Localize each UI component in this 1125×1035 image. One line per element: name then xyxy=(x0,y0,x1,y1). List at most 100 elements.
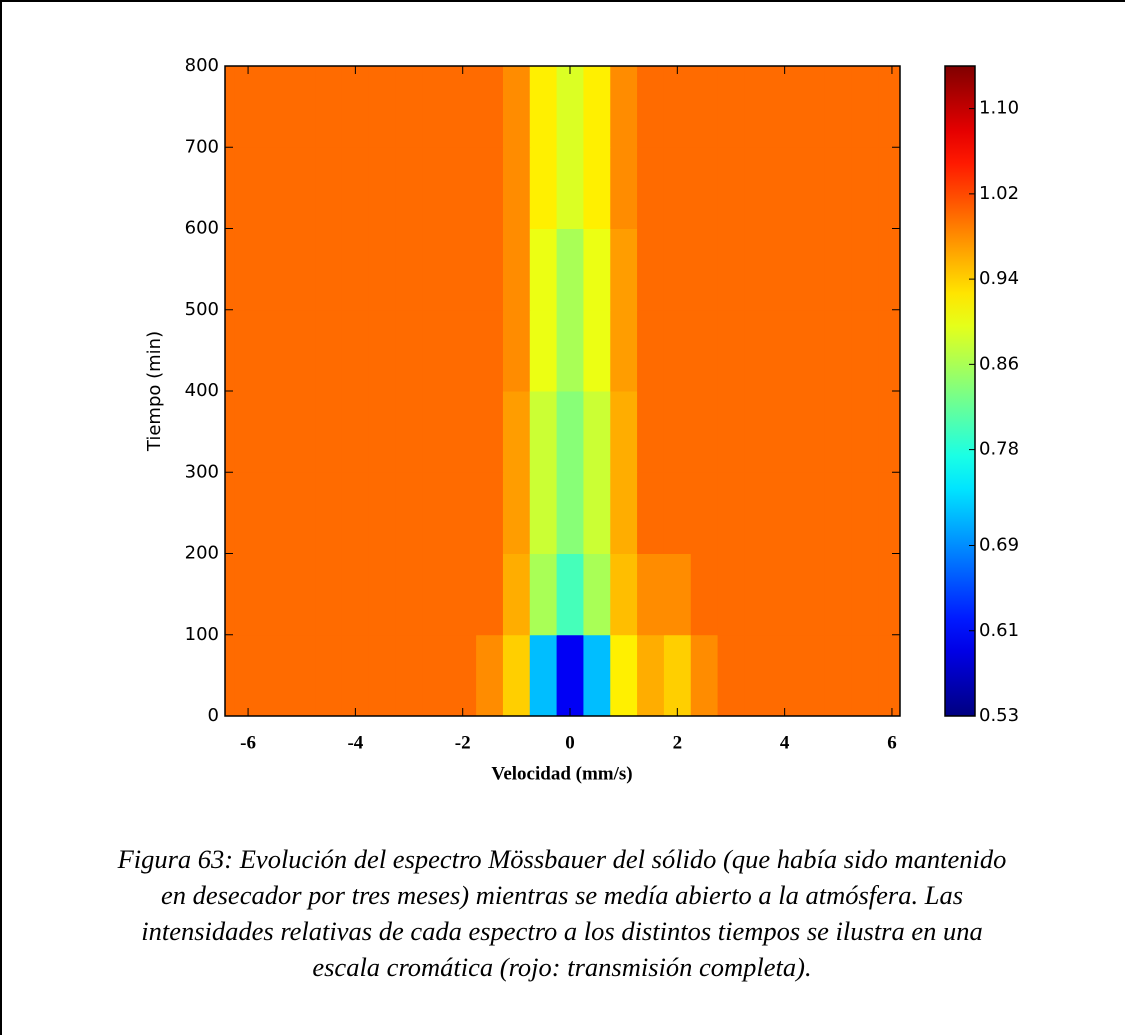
heat-cell xyxy=(663,634,692,716)
heat-cell xyxy=(905,635,932,717)
heat-cell xyxy=(878,147,900,229)
heat-cell xyxy=(637,391,665,473)
heat-cell xyxy=(663,553,692,636)
heat-cell xyxy=(663,66,692,148)
y-tick-label: 200 xyxy=(185,543,219,564)
heat-cell xyxy=(261,309,289,392)
heat-cell xyxy=(663,147,692,229)
heat-cell xyxy=(851,147,880,229)
heat-cell xyxy=(449,147,477,229)
heat-cell xyxy=(502,66,531,148)
heat-cell xyxy=(717,147,745,229)
heat-cell xyxy=(690,309,719,392)
heat-cell xyxy=(637,309,665,392)
heat-cell xyxy=(368,391,397,473)
heat-cell xyxy=(395,472,423,554)
heat-cell xyxy=(610,391,638,473)
heat-cell xyxy=(449,553,477,636)
heat-cell xyxy=(422,147,450,229)
heat-cell xyxy=(341,553,370,636)
heat-cell xyxy=(744,553,772,636)
heat-cell xyxy=(771,309,799,392)
heat-cell xyxy=(798,309,826,392)
heat-cell xyxy=(851,309,880,392)
heat-cell xyxy=(368,147,397,229)
x-axis-label: Velocidad (mm/s) xyxy=(491,763,632,784)
heat-cell xyxy=(315,634,343,716)
heat-cell xyxy=(637,472,665,554)
heat-cell xyxy=(234,391,262,473)
heat-cell xyxy=(341,391,370,473)
heat-cell xyxy=(288,228,316,311)
heat-cell xyxy=(878,391,900,473)
colorbar-tick-label: 1.10 xyxy=(979,98,1019,119)
heat-cell xyxy=(663,228,692,311)
heat-cell xyxy=(610,66,638,148)
heat-cell xyxy=(851,391,880,473)
heat-cell xyxy=(798,147,826,229)
y-tick-label: 100 xyxy=(185,624,219,645)
heat-cell xyxy=(422,634,450,716)
heat-cell xyxy=(529,228,558,311)
heat-cell xyxy=(449,66,477,148)
heat-cell xyxy=(851,228,880,311)
caption-line: escala cromática (rojo: transmisión comp… xyxy=(312,952,811,982)
heat-cell xyxy=(288,472,316,554)
heat-cell xyxy=(556,553,584,636)
heat-cell xyxy=(717,391,745,473)
heat-cell xyxy=(583,147,611,229)
heat-cell xyxy=(368,634,397,716)
heat-cell xyxy=(529,309,558,392)
heat-cell xyxy=(610,472,638,554)
heat-cell xyxy=(717,309,745,392)
heat-cell xyxy=(610,634,638,716)
heat-cell xyxy=(315,472,343,554)
colorbar xyxy=(944,65,976,717)
heat-cell xyxy=(637,228,665,311)
heat-cell xyxy=(905,472,932,554)
heat-cell xyxy=(225,391,236,473)
heat-cell xyxy=(422,472,450,554)
y-tick-label: 0 xyxy=(208,705,219,726)
heat-cell xyxy=(771,472,799,554)
heat-cell xyxy=(824,634,853,716)
y-tick-label: 700 xyxy=(185,136,219,157)
heat-cell xyxy=(637,634,665,716)
heat-cell xyxy=(476,66,504,148)
heat-cell xyxy=(798,553,826,636)
heat-cell xyxy=(476,309,504,392)
heat-cell xyxy=(824,228,853,311)
heat-cell xyxy=(771,147,799,229)
heat-cell xyxy=(225,66,236,148)
heat-cell xyxy=(610,309,638,392)
heat-cell xyxy=(556,634,584,716)
colorbar-tick-label: 1.02 xyxy=(979,183,1019,204)
heat-cell xyxy=(610,147,638,229)
heat-cell xyxy=(395,147,423,229)
heat-cell xyxy=(315,553,343,636)
heat-cell xyxy=(529,391,558,473)
heat-cell xyxy=(368,553,397,636)
heat-cell xyxy=(315,391,343,473)
heat-cell xyxy=(824,309,853,392)
heat-cell xyxy=(529,472,558,554)
heat-cell xyxy=(502,634,531,716)
heat-cell xyxy=(798,391,826,473)
colorbar-tick-label: 0.53 xyxy=(979,705,1019,726)
heat-cell xyxy=(234,66,262,148)
heat-cell xyxy=(851,472,880,554)
heat-cell xyxy=(583,634,611,716)
heat-cell xyxy=(225,309,236,392)
heat-cell xyxy=(583,66,611,148)
heat-cell xyxy=(234,309,262,392)
heat-cell xyxy=(261,391,289,473)
heat-cell xyxy=(288,634,316,716)
heat-cell xyxy=(476,147,504,229)
heat-cell xyxy=(368,66,397,148)
heat-cell xyxy=(288,391,316,473)
heat-cell xyxy=(905,554,932,636)
colorbar-tick-label: 0.61 xyxy=(979,620,1019,641)
x-tick-label: 6 xyxy=(887,732,897,753)
heat-cell xyxy=(288,66,316,148)
